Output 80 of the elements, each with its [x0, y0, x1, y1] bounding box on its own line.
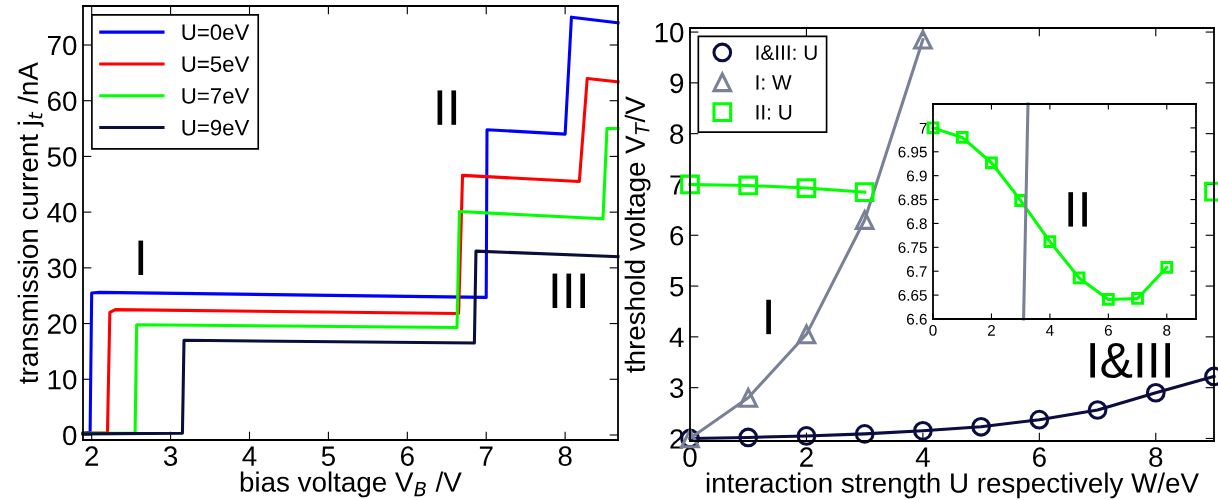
y-tick-label: 6.85: [898, 194, 927, 206]
x-tick-label: 6: [1104, 324, 1112, 336]
y-tick-label: 6: [670, 225, 684, 246]
point: [738, 427, 759, 448]
y-tick-label: 6.65: [898, 289, 927, 301]
y-tick-label: 3: [670, 378, 684, 398]
point: [955, 131, 969, 144]
y-tick-label: 6.6: [906, 313, 927, 325]
legend-label: I: W: [756, 75, 792, 90]
point: [926, 121, 940, 135]
y-tick-label: 50: [47, 147, 77, 167]
point: [796, 324, 817, 345]
y-tick-label: 7: [919, 122, 927, 134]
x-tick-label: 8: [1163, 324, 1171, 336]
y-tick-label: 6.75: [898, 242, 927, 254]
y-tick-label: 0: [63, 425, 77, 446]
point: [971, 416, 991, 437]
point: [1029, 409, 1050, 430]
point: [985, 156, 998, 170]
y-tick-label: 8: [670, 124, 684, 144]
y-tick-label: 6.8: [906, 218, 927, 230]
annotation: III: [552, 273, 586, 308]
point: [1131, 292, 1144, 305]
point: [680, 174, 700, 195]
x-tick-label: 2: [800, 447, 813, 467]
y-tick-label: 40: [47, 202, 77, 223]
annotation: II: [1068, 192, 1087, 227]
annotation: I: [138, 240, 144, 275]
point: [738, 175, 759, 196]
x-tick-label: 8: [558, 446, 572, 466]
x-tick-label: 5: [321, 446, 335, 466]
y-tick-label: 10: [655, 22, 684, 43]
x-tick-label: 6: [401, 446, 414, 466]
y-tick-label: 5: [670, 277, 684, 297]
x-tick-label: 4: [242, 446, 257, 466]
y-tick-label: 20: [47, 314, 77, 334]
legend-label: II: U: [756, 105, 792, 120]
legend-label: U=7eV: [182, 88, 250, 104]
y-tick-label: 6.95: [898, 146, 927, 158]
annotation: I&III: [1090, 342, 1171, 379]
y-tick-label: 6.7: [906, 266, 927, 277]
x-axis-title: bias voltage V$_{B}$ /V: [240, 471, 462, 498]
y-axis-title: transmission current j$_{t}$ /nA: [17, 62, 44, 384]
point: [1101, 293, 1115, 306]
point: [738, 387, 759, 408]
legend-label: U=5eV: [182, 56, 250, 72]
point: [913, 420, 933, 441]
legend-label: U=9eV: [182, 119, 250, 136]
y-tick-label: 60: [47, 91, 77, 112]
y-tick-label: 30: [47, 258, 77, 279]
point: [1072, 271, 1086, 285]
x-tick-label: 8: [1149, 447, 1163, 467]
x-tick-label: 2: [987, 324, 995, 336]
y-tick-label: 6.9: [906, 170, 927, 182]
x-tick-label: 0: [929, 324, 937, 336]
point: [1043, 235, 1057, 248]
x-tick-label: 2: [85, 446, 99, 466]
point: [913, 29, 933, 50]
x-tick-label: 0: [683, 447, 697, 467]
y-tick-label: 9: [670, 73, 684, 94]
x-tick-label: 4: [1045, 325, 1054, 336]
x-tick-label: 3: [163, 446, 178, 466]
point: [1145, 382, 1166, 403]
point: [796, 178, 817, 198]
point: [854, 210, 875, 230]
annotation: II: [437, 90, 457, 125]
annotation: I: [766, 299, 771, 335]
y-tick-label: 70: [47, 35, 77, 56]
point: [1087, 400, 1108, 420]
legend-label: I&III: U: [756, 45, 817, 60]
legend-label: U=0eV: [182, 24, 250, 41]
y-tick-label: 10: [48, 369, 77, 390]
point: [854, 182, 875, 202]
point: [796, 426, 817, 446]
y-axis-title: threshold voltage V$_{T}$/V: [624, 96, 651, 373]
x-tick-label: 7: [479, 446, 493, 466]
x-axis-title: interaction strength U respectively W/eV: [706, 472, 1199, 499]
point: [1160, 261, 1174, 274]
x-tick-label: 6: [1033, 447, 1046, 467]
point: [854, 424, 875, 444]
